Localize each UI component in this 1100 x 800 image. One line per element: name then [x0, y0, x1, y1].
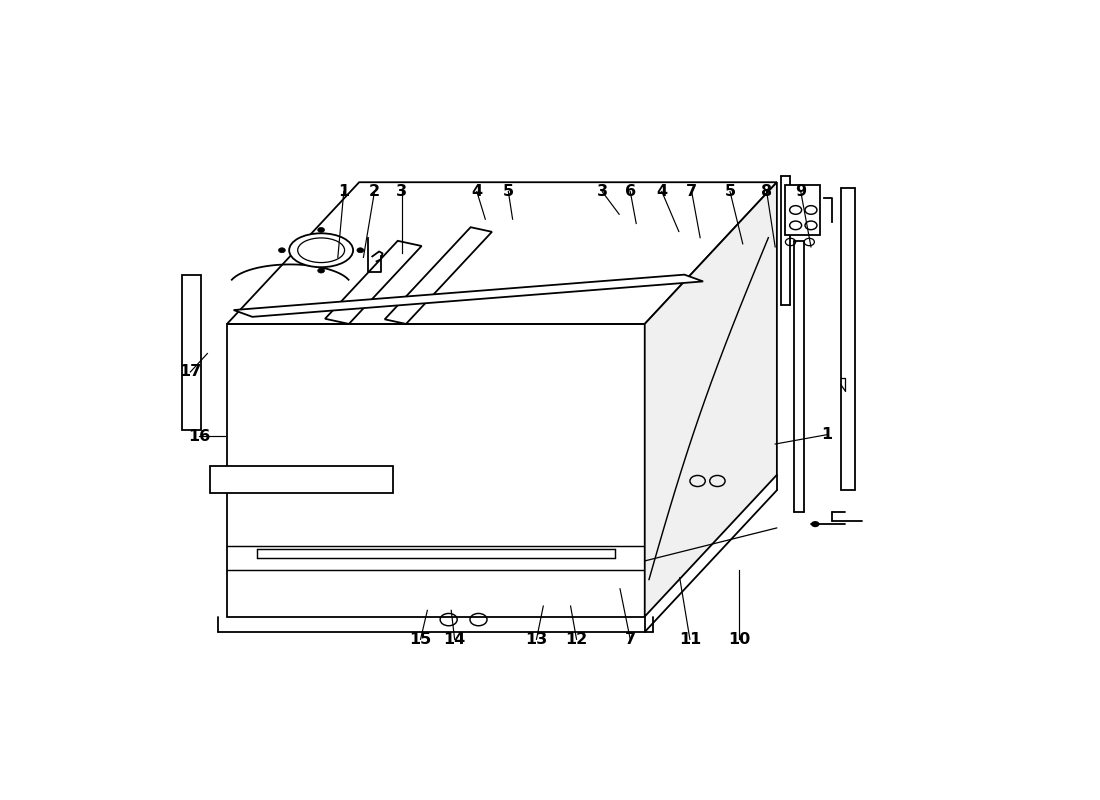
Text: 15: 15 — [409, 632, 431, 647]
Circle shape — [318, 268, 324, 273]
Text: 14: 14 — [443, 632, 465, 647]
Text: a passion for parts since 1985: a passion for parts since 1985 — [317, 515, 674, 539]
Text: 9: 9 — [795, 184, 806, 199]
Polygon shape — [233, 274, 703, 317]
Polygon shape — [227, 182, 777, 324]
Text: 6: 6 — [625, 184, 636, 199]
Polygon shape — [645, 182, 777, 617]
Circle shape — [356, 248, 364, 253]
Text: 5: 5 — [503, 184, 514, 199]
Polygon shape — [227, 324, 645, 617]
Text: euro
spares: euro spares — [334, 339, 657, 518]
Text: 2: 2 — [368, 184, 381, 199]
Circle shape — [278, 248, 285, 253]
Polygon shape — [785, 186, 820, 234]
Polygon shape — [385, 227, 492, 324]
Text: 4: 4 — [471, 184, 483, 199]
Text: 7: 7 — [686, 184, 697, 199]
Text: 1: 1 — [821, 427, 832, 442]
Text: 10: 10 — [728, 632, 750, 647]
Text: 16: 16 — [188, 429, 210, 443]
Circle shape — [811, 521, 819, 527]
Text: 13: 13 — [526, 632, 548, 647]
Text: 11: 11 — [679, 632, 701, 647]
Text: 1: 1 — [338, 184, 350, 199]
Circle shape — [318, 227, 324, 232]
Text: 3: 3 — [396, 184, 407, 199]
Text: 3: 3 — [596, 184, 607, 199]
Text: 4: 4 — [657, 184, 668, 199]
Polygon shape — [182, 274, 201, 430]
Text: 12: 12 — [565, 632, 587, 647]
Ellipse shape — [289, 234, 353, 267]
Text: 8: 8 — [761, 184, 772, 199]
Text: 7: 7 — [625, 632, 636, 647]
Text: 5: 5 — [725, 184, 736, 199]
Polygon shape — [326, 241, 421, 324]
Polygon shape — [210, 466, 394, 494]
Text: 17: 17 — [179, 365, 201, 379]
